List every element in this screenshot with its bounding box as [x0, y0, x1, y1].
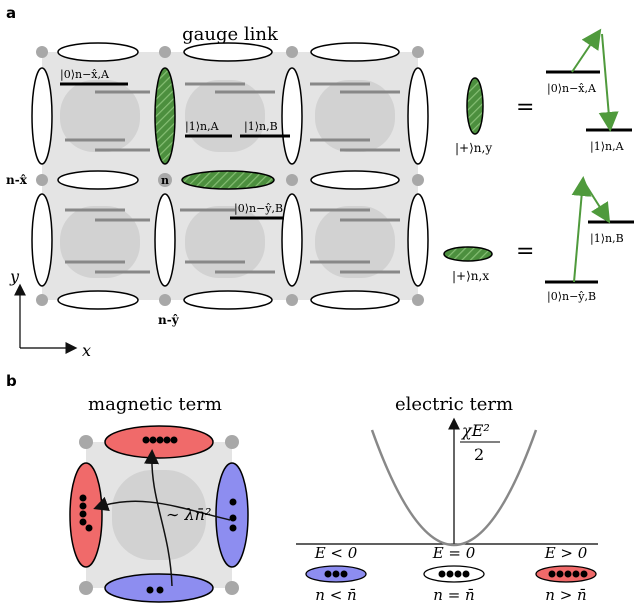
plus-x-label: |+⟩n,x: [452, 269, 489, 283]
case-particles: [324, 570, 588, 578]
x-arrow-down: [583, 181, 611, 224]
case-e-label: E = 0: [432, 544, 476, 562]
ket0-A-label: |0⟩n−x̂,A: [60, 68, 110, 82]
y-ket1-label: |1⟩n,A: [590, 140, 625, 154]
link-x: [183, 42, 273, 62]
plaquette-core: [60, 80, 140, 152]
highlighted-levels: [60, 82, 290, 220]
case-e-label: E < 0: [314, 544, 358, 562]
x-axis-label: x: [82, 341, 91, 360]
site: [412, 174, 424, 186]
site: [225, 435, 239, 449]
plus-y-label: |+⟩n,y: [455, 141, 492, 155]
site: [225, 581, 239, 595]
axes-indicator: y x: [9, 267, 91, 360]
link-x: [310, 170, 400, 190]
link-y: [281, 193, 303, 287]
plus-x-link: [443, 246, 493, 262]
plaquette-core: [185, 80, 265, 152]
horizontal-links: [57, 42, 400, 310]
link-x: [183, 290, 273, 310]
plaquette-core: [60, 206, 140, 278]
site-n-minus-y-label: n-ŷ: [158, 313, 180, 327]
panel-a-label: a: [6, 4, 16, 22]
case-n-label: n > n̄: [545, 586, 586, 604]
site: [159, 46, 171, 58]
magnetic-coupling-label: ∼ λn̄²: [166, 505, 211, 524]
link-y: [407, 67, 429, 165]
y-axis-label: y: [9, 267, 20, 286]
magnetic-plaquette: ∼ λn̄²: [69, 425, 249, 603]
site-n-minus-x-label: n-x̂: [6, 173, 28, 187]
case-n-label: n = n̄: [433, 586, 474, 604]
arrow-right-to-left: [93, 496, 231, 521]
ket1-B-label: |1⟩n,B: [244, 120, 278, 134]
site: [159, 294, 171, 306]
link-y: [31, 193, 53, 287]
site-n-label: n: [161, 174, 169, 187]
magnetic-title: magnetic term: [88, 394, 222, 415]
site: [79, 581, 93, 595]
link-y: [407, 193, 429, 287]
link-x: [310, 42, 400, 62]
site: [286, 294, 298, 306]
gauge-link-title: gauge link: [182, 24, 279, 45]
plus-y-link: [466, 77, 484, 135]
case-link-white: [423, 565, 485, 583]
ket0-B-label: |0⟩n−ŷ,B: [234, 202, 283, 216]
equals-sign-x: =: [516, 239, 534, 264]
y-ket0-label: |0⟩n−x̂,A: [547, 82, 597, 96]
hopping-arrows: [93, 449, 231, 587]
lattice-sites: [36, 46, 424, 306]
equation-plus-y: |+⟩n,y = |0⟩n−x̂,A |1⟩n,A: [455, 28, 632, 155]
electric-title: electric term: [395, 394, 513, 415]
site-n: [158, 173, 172, 187]
vertical-links: [31, 67, 429, 287]
equals-sign-y: =: [516, 95, 534, 120]
link-x: [57, 42, 139, 62]
particles: [79, 436, 237, 594]
y-arrow-up: [571, 28, 602, 73]
parabola: [370, 429, 538, 547]
plaquette-core: [315, 206, 395, 278]
plaquette-core: [185, 206, 265, 278]
link-y: [281, 67, 303, 165]
electric-plot: χE² 2: [296, 417, 598, 547]
case-n-label: n < n̄: [315, 586, 356, 604]
site: [36, 294, 48, 306]
site: [412, 294, 424, 306]
ket1-A-label: |1⟩n,A: [185, 120, 220, 134]
site: [286, 174, 298, 186]
site: [286, 46, 298, 58]
arrow-bottom-to-top: [144, 449, 173, 587]
energy-label-den: 2: [474, 445, 484, 464]
link-x: [310, 290, 400, 310]
site: [412, 46, 424, 58]
x-ket1-label: |1⟩n,B: [590, 232, 624, 246]
plaquette-core: [315, 80, 395, 152]
site: [36, 46, 48, 58]
equation-plus-x: |+⟩n,x = |1⟩n,B |0⟩n−ŷ,B: [443, 176, 634, 304]
link-x: [57, 170, 139, 190]
x-arrow-up: [571, 176, 592, 283]
link-y: [154, 193, 176, 287]
site: [36, 174, 48, 186]
highlighted-link-y: [154, 67, 176, 165]
panel-b-label: b: [6, 372, 17, 390]
lattice-plaquettes: [42, 52, 418, 300]
highlighted-link-x: [181, 170, 275, 190]
y-arrow-down: [598, 33, 619, 132]
magnetic-plaquette-core: [112, 470, 206, 560]
electric-cases: E < 0 E = 0 E > 0 n < n̄ n = n̄ n > n̄: [305, 544, 597, 604]
energy-label-num: χE²: [461, 421, 490, 440]
case-e-label: E > 0: [544, 544, 588, 562]
site: [79, 435, 93, 449]
link-x: [57, 290, 139, 310]
link-y: [31, 67, 53, 165]
x-ket0-label: |0⟩n−ŷ,B: [547, 290, 596, 304]
